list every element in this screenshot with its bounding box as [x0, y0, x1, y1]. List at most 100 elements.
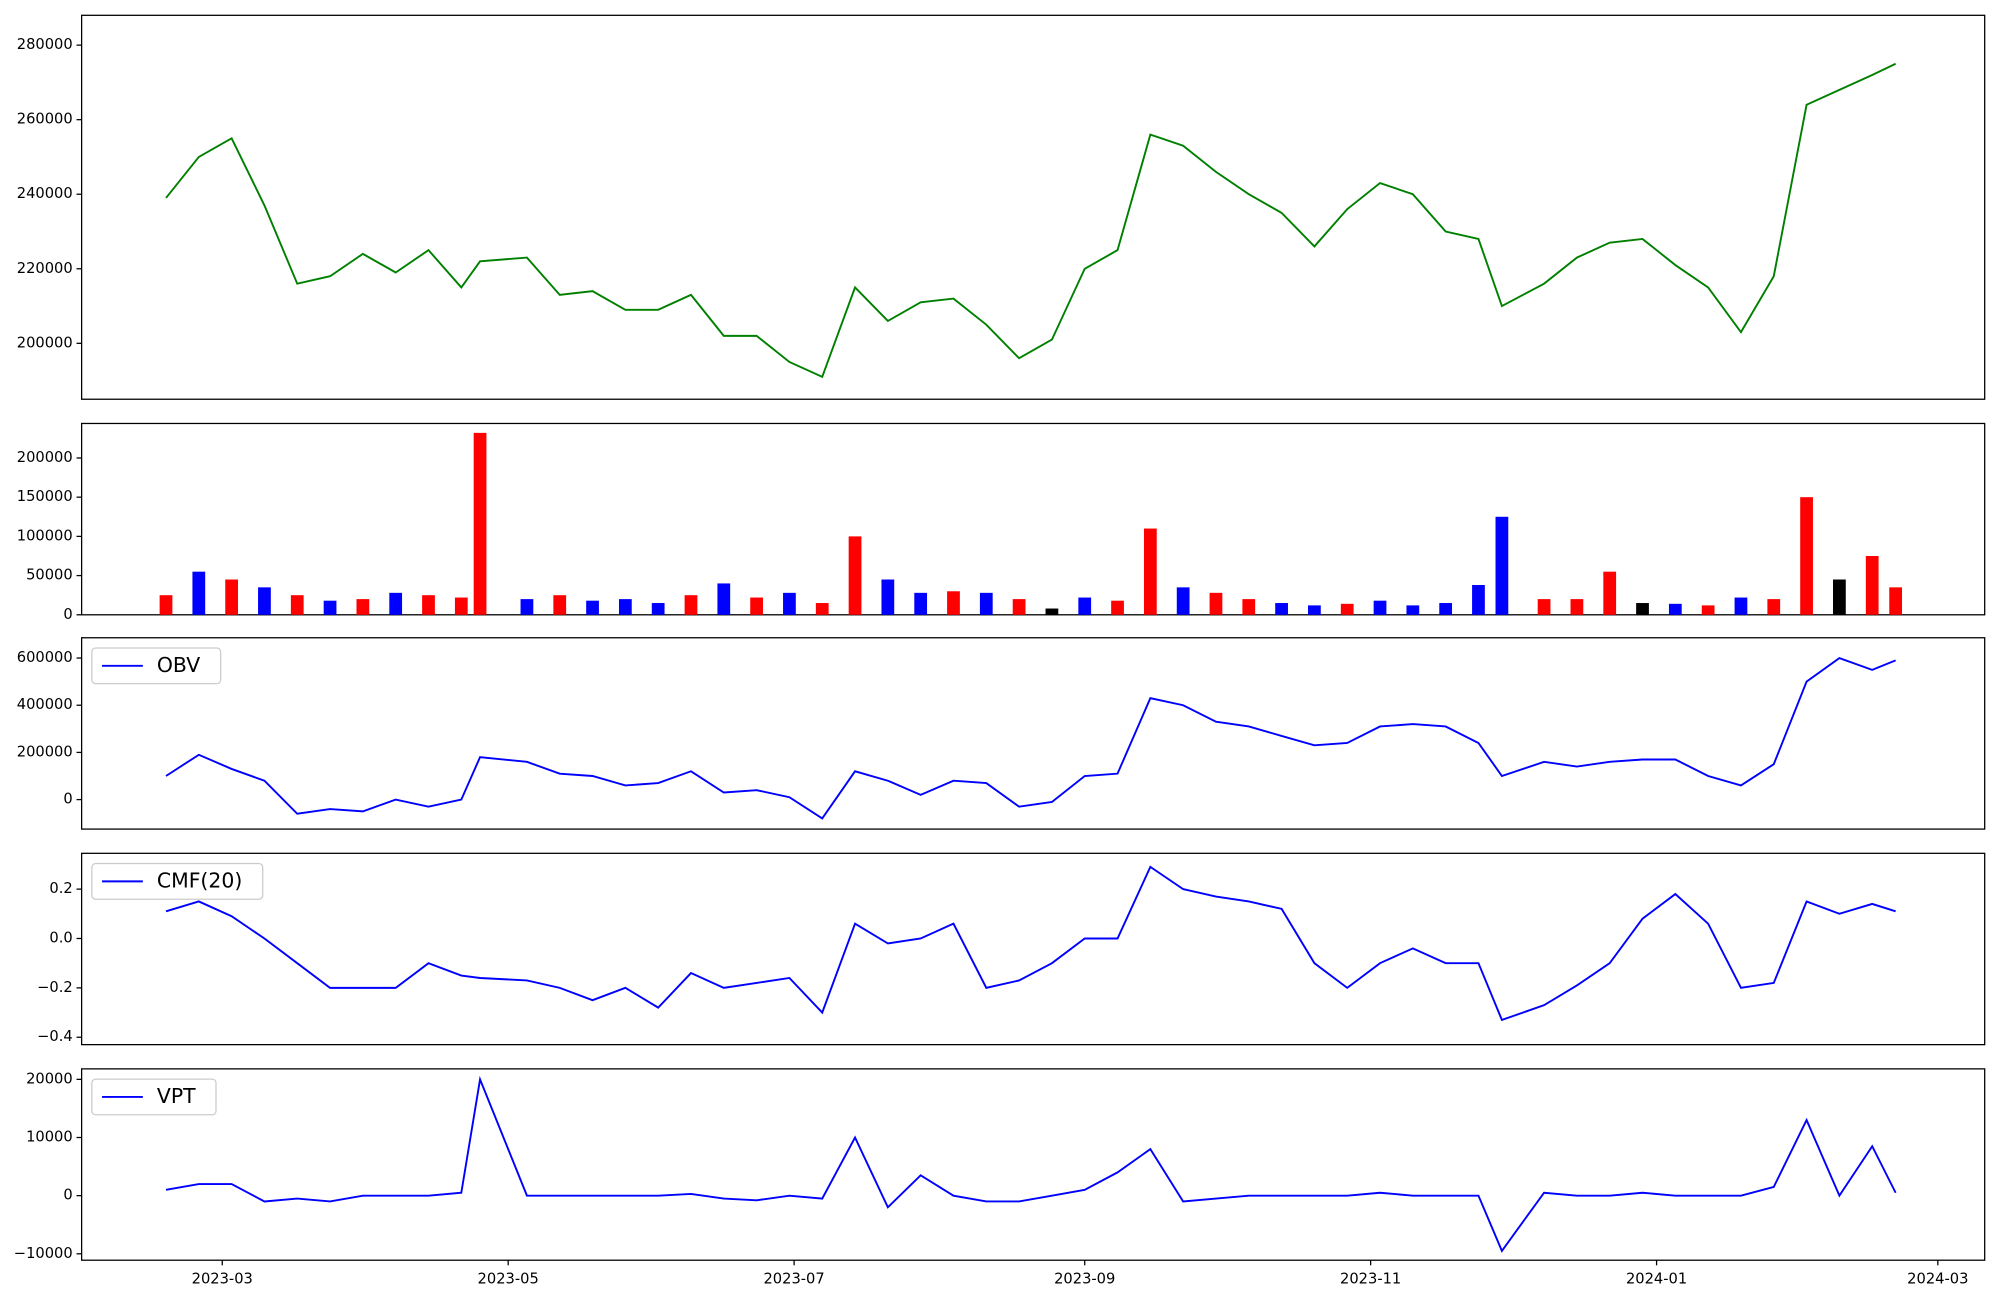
- volume-bar: [1340, 603, 1354, 615]
- volume-bar: [979, 592, 993, 615]
- legend: VPT: [91, 1078, 217, 1116]
- volume-bar: [1275, 603, 1288, 615]
- x-tick-label: 2024-01: [1626, 1270, 1687, 1287]
- volume-bar: [454, 597, 468, 615]
- y-tick-label: 220000: [17, 260, 73, 277]
- volume-bar: [258, 587, 271, 615]
- volume-bar: [1800, 497, 1813, 615]
- volume-bar: [1242, 599, 1256, 615]
- volume-bar: [553, 595, 567, 615]
- x-tick-label: 2023-07: [763, 1270, 824, 1287]
- volume-bar: [1734, 597, 1748, 615]
- y-tick-label: 0.0: [49, 929, 72, 946]
- volume-bar: [356, 599, 370, 615]
- series-line: [165, 656, 1896, 820]
- volume-bar: [717, 583, 731, 615]
- volume-bar: [1767, 599, 1781, 615]
- x-tick-label: 2024-03: [1907, 1270, 1968, 1287]
- y-tick-label: 200000: [17, 743, 73, 760]
- volume-bar: [651, 603, 665, 615]
- y-tick-label: 600000: [17, 649, 73, 666]
- y-tick-label: −0.2: [37, 979, 73, 996]
- plot-frame: [80, 637, 1986, 830]
- volume-bar: [1636, 603, 1649, 615]
- volume-bar: [914, 592, 928, 615]
- volume-bar: [848, 536, 862, 615]
- volume-bar: [684, 595, 698, 615]
- plot-frame: [80, 14, 1986, 400]
- volume-bar: [389, 592, 403, 615]
- y-tick-label: 240000: [17, 185, 73, 202]
- x-tick-label: 2023-11: [1340, 1270, 1401, 1287]
- volume-bar: [1472, 584, 1485, 615]
- series-line: [165, 865, 1896, 1022]
- volume-bar: [192, 571, 206, 615]
- volume-bar: [1406, 605, 1420, 615]
- legend-label: OBV: [157, 653, 200, 677]
- y-tick-label: 0.2: [49, 880, 72, 897]
- y-tick-label: 0: [63, 606, 72, 623]
- y-tick-label: 400000: [17, 696, 73, 713]
- volume-bar: [1308, 605, 1321, 615]
- volume-bar: [1078, 597, 1092, 615]
- y-tick-label: 50000: [26, 567, 73, 584]
- legend: CMF(20): [91, 862, 264, 900]
- volume-bar: [159, 595, 173, 615]
- volume-bar: [783, 592, 796, 615]
- series-line: [165, 1075, 1897, 1253]
- plot-frame: [80, 422, 1986, 616]
- y-tick-label: 260000: [17, 111, 73, 128]
- y-tick-label: 200000: [17, 449, 73, 466]
- y-tick-label: −0.4: [37, 1028, 73, 1045]
- volume-bar: [1701, 605, 1715, 615]
- plot-frame: [80, 1068, 1986, 1261]
- volume-bar: [1570, 599, 1584, 615]
- volume-bar: [1209, 592, 1223, 615]
- volume-bar: [881, 579, 895, 615]
- y-tick-label: 280000: [17, 36, 73, 53]
- volume-bar: [323, 600, 337, 615]
- volume-bar: [290, 595, 304, 615]
- y-tick-label: 0: [63, 1187, 72, 1204]
- volume-bar: [1889, 587, 1903, 615]
- volume-bar: [520, 599, 534, 615]
- volume-bar: [1439, 603, 1453, 615]
- volume-bar: [473, 432, 487, 615]
- legend-box: [91, 1078, 217, 1116]
- volume-bar: [1143, 528, 1157, 615]
- x-tick-label: 2023-03: [192, 1270, 253, 1287]
- volume-bar: [1176, 587, 1190, 615]
- legend: OBV: [91, 647, 222, 685]
- volume-bar: [1668, 603, 1682, 615]
- volume-bar: [750, 597, 763, 615]
- volume-bar: [1045, 608, 1059, 615]
- volume-bar: [1537, 599, 1551, 615]
- volume-bar: [586, 600, 599, 615]
- y-tick-label: 10000: [26, 1128, 73, 1145]
- y-tick-label: 100000: [17, 527, 73, 544]
- volume-bar: [1111, 600, 1124, 615]
- volume-bar: [1603, 571, 1617, 615]
- volume-bar: [815, 603, 829, 615]
- y-tick-label: 0: [63, 791, 72, 808]
- volume-bar: [1373, 600, 1387, 615]
- legend-label: CMF(20): [157, 868, 242, 892]
- legend-box: [91, 647, 222, 685]
- volume-bar: [1012, 599, 1026, 615]
- volume-bar: [618, 599, 632, 615]
- y-tick-label: −10000: [14, 1245, 73, 1262]
- y-tick-label: 150000: [17, 488, 73, 505]
- volume-bar: [225, 579, 239, 615]
- x-tick-label: 2023-05: [478, 1270, 539, 1287]
- volume-bar: [422, 595, 435, 615]
- volume-bar: [1865, 555, 1879, 615]
- x-tick-label: 2023-09: [1054, 1270, 1115, 1287]
- legend-label: VPT: [157, 1084, 196, 1108]
- series-line: [165, 62, 1897, 379]
- legend-box: [91, 862, 264, 900]
- y-tick-label: 200000: [17, 334, 73, 351]
- y-tick-label: 20000: [26, 1070, 73, 1087]
- volume-bar: [1833, 579, 1846, 615]
- volume-bar: [947, 591, 960, 615]
